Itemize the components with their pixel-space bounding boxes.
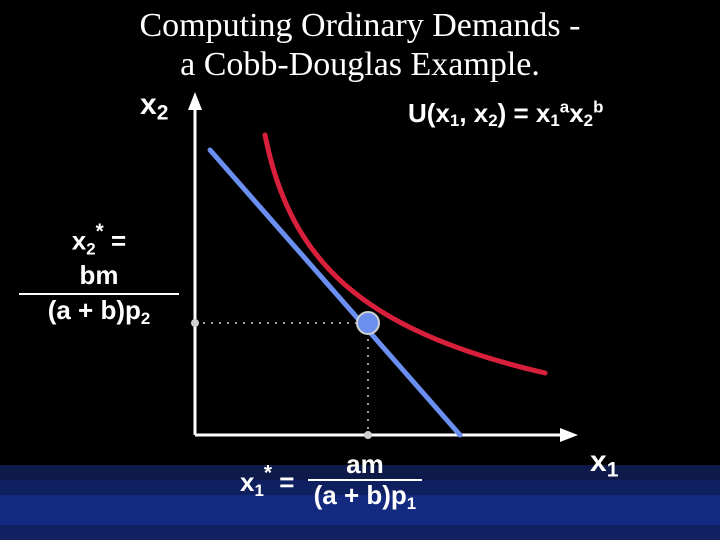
title-line-1: Computing Ordinary Demands - bbox=[140, 7, 581, 44]
eq-x1-denominator: (a + b)p1 bbox=[308, 479, 423, 514]
eq-x1-fraction: am (a + b)p1 bbox=[308, 450, 423, 513]
slide-root: Computing Ordinary Demands - a Cobb-Doug… bbox=[0, 0, 720, 540]
y-axis-arrow bbox=[188, 92, 202, 110]
eq-x2-numerator: bm bbox=[14, 260, 184, 291]
eq-x1-lhs: x1* = bbox=[240, 467, 294, 497]
y-axis-label-text: x2 bbox=[140, 88, 168, 121]
eq-x2-lhs: x2* = bbox=[14, 220, 184, 260]
x-axis-label: x1 bbox=[590, 445, 618, 482]
eq-x2-denominator: (a + b)p2 bbox=[14, 295, 184, 329]
equation-x1star: x1* = am (a + b)p1 bbox=[240, 450, 422, 513]
utility-text: U(x1, x2) = x1ax2b bbox=[408, 98, 603, 128]
slide-title: Computing Ordinary Demands - a Cobb-Doug… bbox=[0, 6, 720, 84]
axes bbox=[188, 92, 578, 442]
budget-line bbox=[210, 150, 460, 435]
axis-dot-y bbox=[191, 319, 199, 327]
utility-function: U(x1, x2) = x1ax2b bbox=[408, 98, 603, 132]
tangent-point bbox=[357, 312, 379, 334]
x-axis-label-text: x1 bbox=[590, 445, 618, 478]
eq-x1-numerator: am bbox=[308, 450, 423, 479]
equation-x2star: x2* = bm (a + b)p2 bbox=[14, 220, 184, 329]
x-axis-arrow bbox=[560, 428, 578, 442]
axis-dot-x bbox=[364, 431, 372, 439]
title-line-2: a Cobb-Douglas Example. bbox=[180, 46, 540, 83]
y-axis-label: x2 bbox=[140, 88, 168, 125]
indifference-curve bbox=[265, 135, 545, 373]
